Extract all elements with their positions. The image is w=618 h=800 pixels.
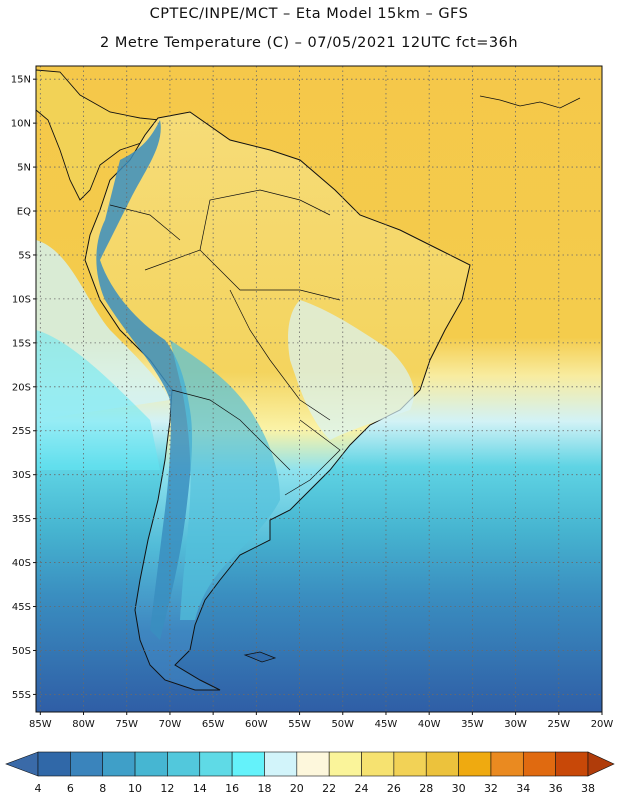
colorbar-label: 8 bbox=[99, 782, 106, 795]
lon-label: 25W bbox=[547, 719, 570, 730]
colorbar-label: 32 bbox=[484, 782, 498, 795]
lon-label: 50W bbox=[331, 719, 354, 730]
colorbar-swatch bbox=[296, 751, 330, 777]
lon-label: 30W bbox=[504, 719, 527, 730]
lat-label: 50S bbox=[12, 646, 31, 657]
lat-label: 25S bbox=[12, 426, 31, 437]
andes-cold-ridge bbox=[96, 120, 193, 640]
lon-label: 65W bbox=[202, 719, 225, 730]
colorbar-label: 22 bbox=[322, 782, 336, 795]
lon-label: 55W bbox=[288, 719, 311, 730]
lon-label: 35W bbox=[461, 719, 484, 730]
lat-label: 45S bbox=[12, 602, 31, 613]
lon-label: 60W bbox=[245, 719, 268, 730]
colorbar-swatch bbox=[393, 751, 427, 777]
colorbar-swatch bbox=[70, 751, 104, 777]
colorbar-label: 6 bbox=[67, 782, 74, 795]
lon-label: 40W bbox=[418, 719, 441, 730]
colorbar-label: 24 bbox=[355, 782, 369, 795]
falkland-islands bbox=[243, 651, 277, 663]
lat-label: 55S bbox=[12, 690, 31, 701]
title-line-2: 2 Metre Temperature (C) – 07/05/2021 12U… bbox=[99, 35, 519, 51]
pacific-coastal-band bbox=[36, 330, 160, 470]
colorbar-label: 18 bbox=[257, 782, 271, 795]
colorbar-swatch bbox=[231, 751, 265, 777]
central-america-land bbox=[36, 69, 171, 201]
colorbar-swatch bbox=[264, 751, 298, 777]
lon-label: 75W bbox=[115, 719, 138, 730]
lon-label: 70W bbox=[159, 719, 182, 730]
colorbar-label: 26 bbox=[387, 782, 401, 795]
colorbar-swatch bbox=[102, 751, 136, 777]
title-line-1: CPTEC/INPE/MCT – Eta Model 15km – GFS bbox=[149, 6, 469, 22]
country-borders bbox=[109, 189, 341, 496]
lat-label: EQ bbox=[17, 207, 31, 218]
colorbar-right-arrow bbox=[587, 751, 615, 777]
brazil-highlands-mild bbox=[288, 300, 414, 440]
colorbar-swatch bbox=[555, 751, 589, 777]
longitude-axis: 85W 80W 75W 70W 65W 60W 55W 50W 45W 40W 35W 30W 25W 2… bbox=[29, 712, 613, 730]
colorbar-swatch bbox=[425, 751, 459, 777]
colorbar-swatch bbox=[37, 751, 71, 777]
colorbar: 4 6 8 10 12 14 16 18 20 22 24 26 28 30 32 34 36 38 bbox=[5, 751, 615, 795]
lat-label: 30S bbox=[12, 470, 31, 481]
lat-label: 15N bbox=[11, 75, 31, 86]
colorbar-label: 20 bbox=[290, 782, 304, 795]
colorbar-swatch bbox=[522, 751, 556, 777]
colorbar-label: 16 bbox=[225, 782, 239, 795]
colorbar-label: 10 bbox=[128, 782, 142, 795]
map-frame bbox=[35, 65, 603, 713]
colorbar-label: 38 bbox=[581, 782, 595, 795]
lat-label: 20S bbox=[12, 382, 31, 393]
colorbar-label: 12 bbox=[160, 782, 174, 795]
colorbar-swatch bbox=[328, 751, 362, 777]
colorbar-swatch bbox=[199, 751, 233, 777]
colorbar-swatch bbox=[490, 751, 524, 777]
lat-label: 15S bbox=[12, 338, 31, 349]
latitude-axis: 15N 10N 5N EQ 5S 10S 15S 20S 25S 30S 35S 40S 45S 50S 5… bbox=[11, 75, 36, 701]
lon-label: 45W bbox=[375, 719, 398, 730]
colorbar-swatch bbox=[134, 751, 168, 777]
colorbar-left-arrow bbox=[5, 751, 39, 777]
colorbar-swatch bbox=[458, 751, 492, 777]
colorbar-label: 30 bbox=[452, 782, 466, 795]
colorbar-label: 28 bbox=[419, 782, 433, 795]
colorbar-label: 36 bbox=[549, 782, 563, 795]
lat-label: 10S bbox=[12, 294, 31, 305]
lat-label: 5N bbox=[17, 163, 31, 174]
lon-label: 85W bbox=[29, 719, 52, 730]
lon-label: 20W bbox=[591, 719, 614, 730]
southern-cone-cool-area bbox=[170, 340, 280, 620]
colorbar-label: 14 bbox=[193, 782, 207, 795]
lat-label: 35S bbox=[12, 514, 31, 525]
caribbean-islands bbox=[479, 95, 581, 109]
map-field bbox=[36, 66, 602, 712]
lon-label: 80W bbox=[72, 719, 95, 730]
lat-label: 10N bbox=[11, 119, 31, 130]
colorbar-label: 4 bbox=[35, 782, 42, 795]
lat-label: 40S bbox=[12, 558, 31, 569]
lat-label: 5S bbox=[18, 250, 31, 261]
colorbar-label: 34 bbox=[516, 782, 530, 795]
colorbar-swatch bbox=[361, 751, 395, 777]
colorbar-swatch bbox=[167, 751, 201, 777]
